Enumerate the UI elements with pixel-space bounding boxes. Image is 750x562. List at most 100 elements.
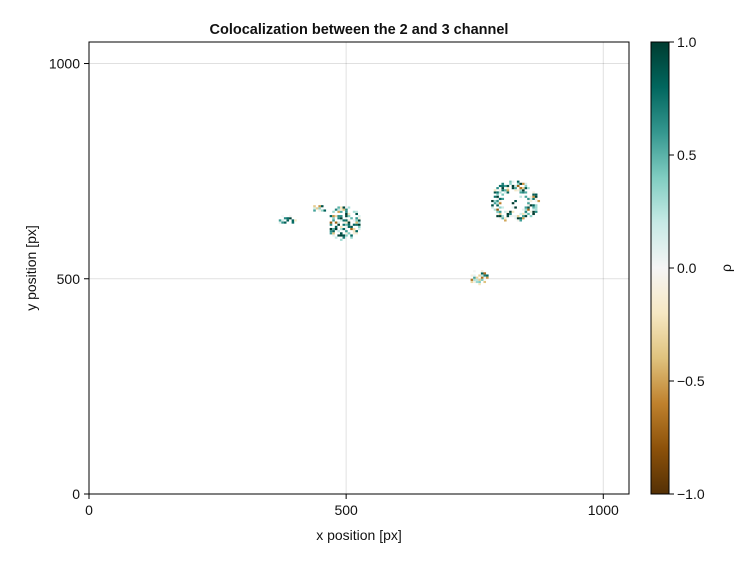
heatmap-cell: [496, 199, 499, 203]
colocalization-region: [329, 206, 361, 241]
heatmap-cell: [329, 215, 333, 218]
heatmap-cell: [355, 232, 358, 235]
heatmap-cell: [506, 189, 510, 192]
colorbar-gradient: [650, 41, 670, 495]
heatmap-cell: [496, 212, 499, 216]
heatmap-cell: [329, 221, 333, 224]
heatmap-cell: [475, 280, 479, 284]
heatmap-cell: [493, 191, 497, 194]
heatmap-cell: [509, 180, 512, 183]
heatmap-cell: [480, 270, 484, 273]
heatmap-cell: [527, 199, 530, 203]
heatmap-cell: [347, 215, 351, 218]
heatmap-cell: [352, 223, 356, 226]
heatmap-cell: [534, 208, 538, 211]
heatmap-cell: [347, 206, 351, 209]
heatmap-cell: [339, 206, 343, 209]
heatmap-cell: [491, 199, 494, 203]
heatmap-cell: [506, 210, 510, 213]
x-axis-ticks: 0 500 1000: [85, 494, 619, 518]
heatmap-cell: [339, 232, 343, 235]
heatmap-cell: [355, 217, 358, 220]
heatmap-cell: [483, 274, 487, 277]
heatmap-cell: [332, 210, 335, 213]
y-axis-label: y position [px]: [23, 225, 39, 311]
heatmap-cell: [320, 209, 324, 212]
heatmap-cell: [534, 193, 538, 196]
heatmap-cell: [532, 210, 535, 213]
heatmap-cell: [514, 189, 517, 192]
heatmap-cell: [519, 219, 523, 222]
heatmap-cell: [496, 197, 499, 200]
colorbar-label: ρ: [718, 264, 734, 272]
heatmap-cell: [334, 208, 338, 211]
heatmap-cell: [529, 195, 533, 198]
heatmap-cell: [357, 223, 361, 226]
heatmap-cell: [337, 208, 340, 211]
heatmap-cell: [501, 197, 505, 200]
heatmap-cell: [504, 191, 507, 194]
heatmap-cell: [350, 227, 353, 231]
heatmap-cell: [473, 280, 476, 284]
heatmap-cell: [339, 234, 343, 237]
heatmap-cell: [473, 274, 476, 277]
heatmap-cell: [524, 208, 528, 211]
heatmap-cell: [342, 234, 346, 237]
heatmap-cell: [318, 207, 321, 210]
heatmap-cell: [516, 182, 520, 185]
heatmap-cell: [332, 227, 335, 231]
heatmap-cells: [278, 180, 541, 286]
heatmap-cell: [522, 215, 525, 218]
chart-title: Colocalization between the 2 and 3 chann…: [210, 22, 509, 38]
heatmap-cell: [278, 221, 282, 224]
heatmap-cell: [313, 207, 316, 210]
heatmap-cell: [478, 283, 481, 286]
heatmap-cell: [501, 215, 505, 218]
heatmap-cell: [350, 234, 353, 237]
heatmap-cell: [506, 212, 510, 216]
heatmap-cell: [498, 217, 502, 220]
heatmap-cell: [342, 206, 346, 209]
heatmap-cell: [506, 215, 510, 218]
heatmap-cell: [524, 187, 528, 190]
heatmap-cell: [496, 195, 499, 198]
heatmap-cell: [332, 219, 335, 222]
heatmap-cell: [491, 206, 494, 209]
heatmap-cell: [498, 199, 502, 203]
heatmap-cell: [315, 207, 319, 210]
heatmap-cell: [532, 204, 535, 207]
y-tick-label: 1000: [49, 56, 80, 72]
heatmap-cell: [470, 280, 474, 284]
heatmap-cell: [357, 227, 361, 231]
x-tick-label: 500: [334, 502, 358, 518]
heatmap-cell: [529, 197, 533, 200]
heatmap-cell: [527, 208, 530, 211]
heatmap-cell: [278, 219, 282, 222]
heatmap-cell: [504, 189, 507, 192]
colocalization-region: [313, 205, 327, 212]
heatmap-cell: [355, 221, 358, 224]
heatmap-cell: [514, 199, 517, 203]
heatmap-cell: [498, 197, 502, 200]
heatmap-cell: [339, 219, 343, 222]
heatmap-cell: [524, 184, 528, 188]
heatmap-cell: [522, 191, 525, 194]
heatmap-cell: [486, 276, 489, 279]
heatmap-cell: [524, 210, 528, 213]
heatmap-cell: [534, 210, 538, 213]
heatmap-cell: [506, 184, 510, 188]
heatmap-cell: [473, 278, 476, 281]
heatmap-cell: [496, 204, 499, 207]
heatmap-cell: [332, 215, 335, 218]
heatmap-cell: [486, 274, 489, 277]
plot-area: 0 500 1000 0 500 1000: [49, 41, 630, 518]
heatmap-cell: [342, 236, 346, 239]
heatmap-cell: [493, 199, 497, 203]
heatmap-cell: [355, 210, 358, 213]
heatmap-cell: [519, 217, 523, 220]
heatmap-cell: [529, 210, 533, 213]
heatmap-cell: [347, 212, 351, 216]
colocalization-region: [491, 180, 541, 222]
x-tick-label: 0: [85, 502, 93, 518]
